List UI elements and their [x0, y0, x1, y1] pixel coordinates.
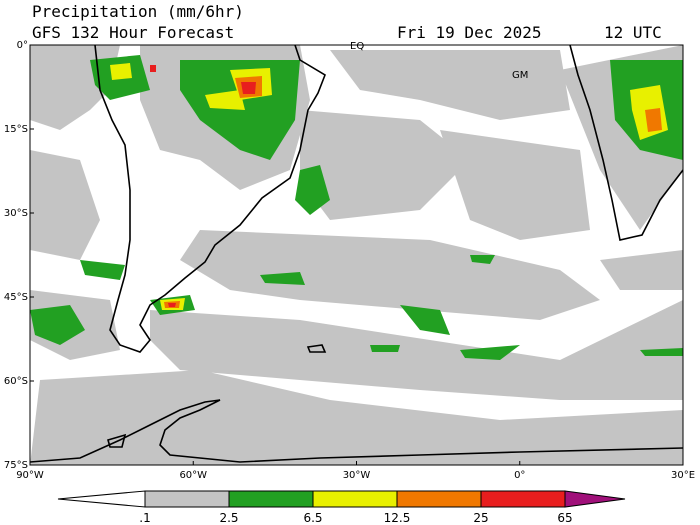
colorbar-high-end	[564, 490, 626, 508]
lat-label: 0°	[17, 40, 28, 51]
colorbar-label: 6.5	[303, 511, 322, 525]
greenwich-marker: GM	[512, 70, 528, 81]
colorbar-label: 65	[557, 511, 572, 525]
subtitle: GFS 132 Hour Forecast	[32, 23, 234, 42]
colorbar-label: 12.5	[384, 511, 411, 525]
colorbar: .1 2.5 6.5 12.5 25 65	[57, 490, 626, 525]
equator-marker: EQ	[350, 41, 364, 52]
map: EQ GM 0° 15°S 30°S 45°S 60°S 75°S90°W 60°W 30°W…	[4, 40, 695, 481]
colorbar-segment	[228, 490, 314, 508]
colorbar-low-end	[57, 490, 146, 508]
colorbar-segment	[396, 490, 482, 508]
precip-field	[30, 45, 683, 465]
lat-label: 75°S	[4, 460, 28, 471]
colorbar-segment	[480, 490, 566, 508]
lat-label: 60°S	[4, 376, 28, 387]
date: Fri 19 Dec 2025	[397, 23, 542, 42]
title: Precipitation (mm/6hr)	[32, 2, 244, 21]
colorbar-label: 2.5	[219, 511, 238, 525]
lon-label: 30°W	[343, 470, 371, 481]
colorbar-label: 25	[473, 511, 488, 525]
time: 12 UTC	[604, 23, 662, 42]
map-axes: 0° 15°S 30°S 45°S 60°S 75°S90°W 60°W 30°W 0° 30°E	[4, 40, 695, 481]
colorbar-label: .1	[139, 511, 150, 525]
lon-label: 90°W	[16, 470, 44, 481]
lat-label: 30°S	[4, 208, 28, 219]
lon-label: 60°W	[179, 470, 207, 481]
lon-label: 0°	[514, 470, 525, 481]
colorbar-segment	[144, 490, 230, 508]
lon-label: 30°E	[671, 470, 695, 481]
lat-label: 15°S	[4, 124, 28, 135]
colorbar-segment	[312, 490, 398, 508]
lat-label: 45°S	[4, 292, 28, 303]
